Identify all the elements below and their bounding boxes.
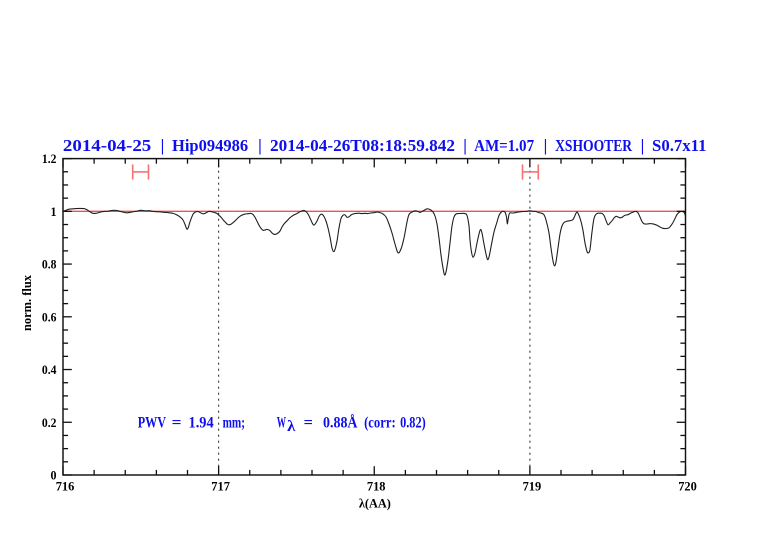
svg-text:W: W bbox=[277, 414, 287, 431]
svg-text:0.82): 0.82) bbox=[400, 414, 426, 431]
svg-text:1: 1 bbox=[51, 205, 57, 219]
svg-text:Hip094986: Hip094986 bbox=[172, 136, 248, 155]
svg-text:1.94: 1.94 bbox=[189, 414, 214, 431]
svg-text:0.8: 0.8 bbox=[42, 258, 57, 272]
svg-text:=: = bbox=[172, 414, 182, 431]
svg-text:PWV: PWV bbox=[138, 414, 167, 431]
svg-text:0: 0 bbox=[51, 469, 57, 483]
svg-text:|: | bbox=[463, 136, 467, 155]
svg-text:norm. flux: norm. flux bbox=[20, 274, 34, 331]
svg-text:S0.7x11: S0.7x11 bbox=[652, 136, 707, 155]
svg-text:|: | bbox=[161, 136, 165, 155]
svg-text:=: = bbox=[304, 414, 313, 431]
svg-text:718: 718 bbox=[367, 479, 386, 493]
svg-text:0.6: 0.6 bbox=[42, 310, 57, 324]
svg-text:720: 720 bbox=[678, 479, 697, 493]
svg-text:2014-04-25: 2014-04-25 bbox=[63, 136, 151, 155]
svg-text:XSHOOTER: XSHOOTER bbox=[555, 136, 633, 155]
svg-text:|: | bbox=[641, 136, 645, 155]
svg-text:0.2: 0.2 bbox=[42, 416, 57, 430]
svg-text:716: 716 bbox=[56, 479, 75, 493]
svg-text:2014-04-26T08:18:59.842: 2014-04-26T08:18:59.842 bbox=[270, 136, 455, 155]
svg-text:|: | bbox=[258, 136, 262, 155]
svg-text:1.2: 1.2 bbox=[42, 152, 57, 166]
svg-text:717: 717 bbox=[211, 479, 230, 493]
svg-text:mm;: mm; bbox=[223, 414, 245, 431]
svg-text:λ(AA): λ(AA) bbox=[359, 497, 391, 511]
svg-text:(corr:: (corr: bbox=[364, 414, 396, 431]
svg-text:0.88Å: 0.88Å bbox=[323, 414, 358, 431]
svg-text:|: | bbox=[544, 136, 548, 155]
svg-text:0.4: 0.4 bbox=[42, 363, 57, 377]
svg-text:AM=1.07: AM=1.07 bbox=[474, 136, 534, 155]
svg-text:λ: λ bbox=[287, 418, 296, 435]
svg-text:719: 719 bbox=[523, 479, 542, 493]
